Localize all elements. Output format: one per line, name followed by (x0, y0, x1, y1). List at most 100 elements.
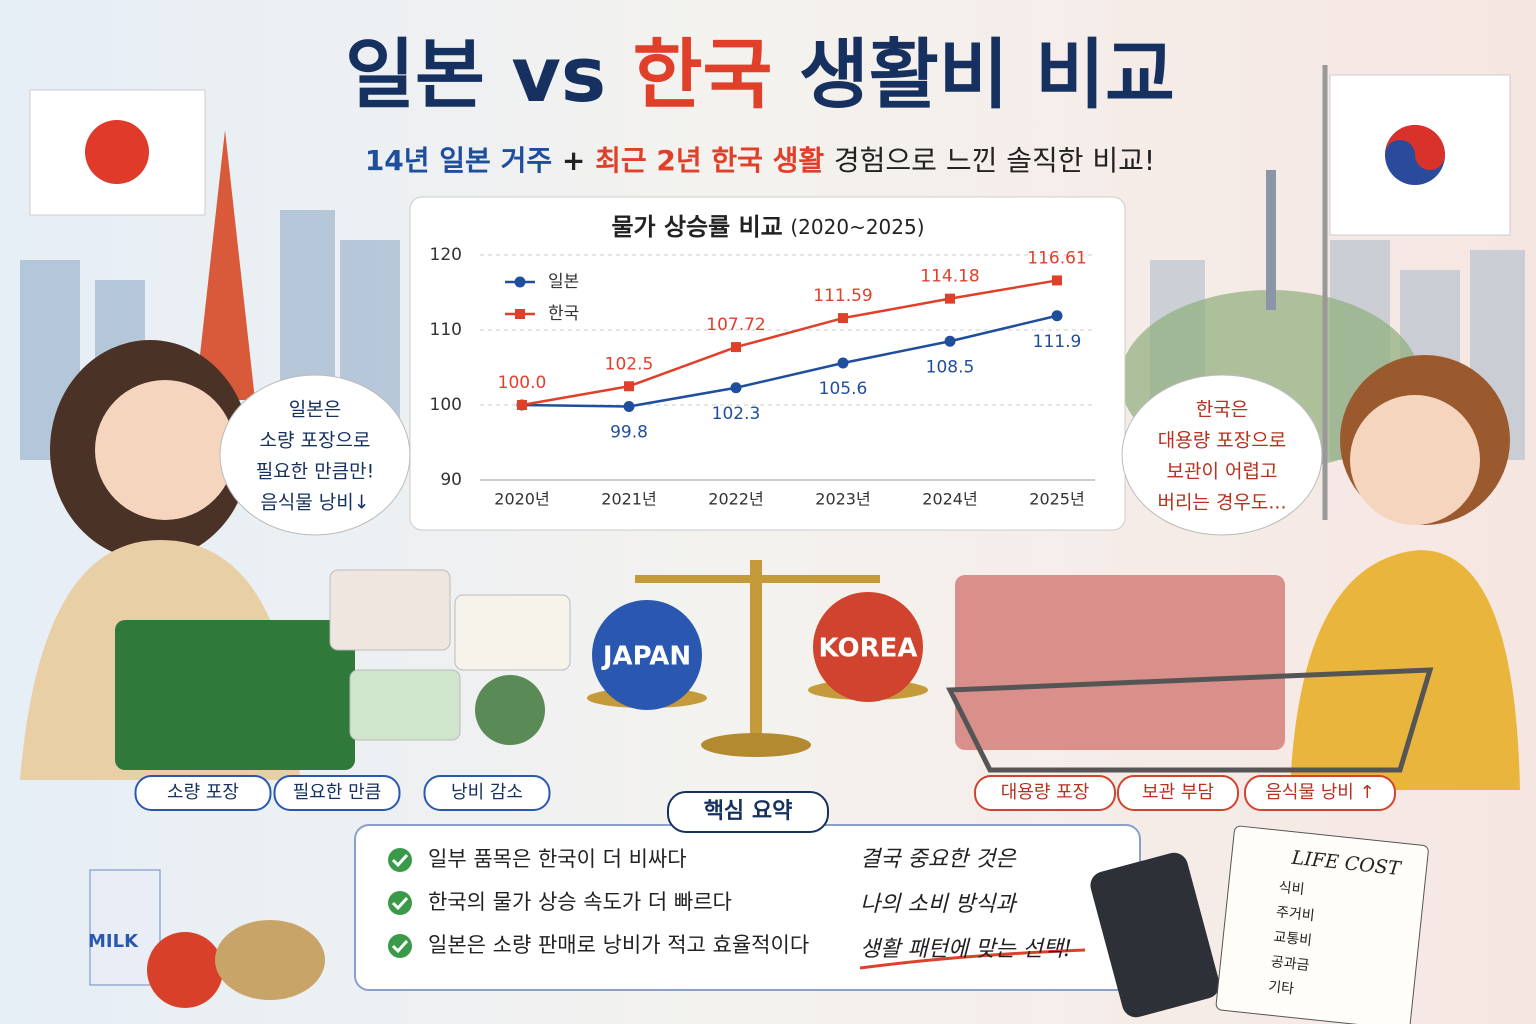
check-mark (391, 853, 409, 868)
tofu-pack (454, 594, 571, 671)
milk-label: MILK (88, 931, 139, 952)
scale-korea: KOREA (819, 634, 918, 664)
check-mark (391, 896, 409, 911)
large-meat-pack (955, 575, 1285, 750)
chart-heading: 물가 상승률 비교 (2020~2025) (611, 213, 924, 241)
value-label: 107.72 (706, 315, 765, 335)
value-label: 111.9 (1033, 332, 1082, 352)
legend-marker (514, 276, 526, 288)
title-rest: 생활비 비교 (799, 30, 1175, 119)
point (944, 335, 956, 347)
left-bubble (219, 374, 411, 536)
y-tick-label: 90 (440, 470, 462, 490)
left-tag-label: 필요한 만큼 (293, 782, 382, 803)
basket (115, 620, 355, 770)
right-tag-label: 음식물 낭비 ↑ (1265, 782, 1374, 803)
right-bubble-line: 한국은 (1196, 399, 1248, 421)
right-bubble-line: 버리는 경우도... (1157, 492, 1286, 514)
value-label: 108.5 (926, 357, 975, 377)
tokyo-tower (195, 130, 255, 400)
summary-item: 한국의 물가 상승 속도가 더 빠르다 (428, 890, 732, 914)
value-label: 100.0 (498, 373, 547, 393)
notepad-item: 교통비 (1273, 929, 1313, 949)
right-tag (974, 775, 1116, 811)
y-tick-label: 100 (430, 395, 462, 415)
chart-title: 물가 상승률 비교 (611, 213, 782, 241)
check-icon (388, 891, 412, 915)
japan-flag (29, 89, 206, 216)
summary-heading: 핵심 요약 (704, 799, 793, 824)
right-tag (1244, 775, 1396, 811)
point (837, 357, 849, 369)
x-tick-label: 2021년 (601, 490, 656, 509)
value-label: 105.6 (819, 379, 868, 399)
chart-subtitle: (2020~2025) (790, 215, 924, 239)
tags: 소량 포장 필요한 만큼 낭비 감소 대용량 포장 보관 부담 음식물 낭비 ↑ (134, 775, 1396, 811)
summary-heading-pill (667, 791, 829, 833)
value-label: 102.3 (712, 404, 761, 424)
right-bubble-line: 보관이 어렵고 (1167, 461, 1278, 483)
point (838, 313, 848, 324)
meat-pack (329, 569, 451, 651)
notepad-item: 식비 (1278, 880, 1305, 899)
summary-item: 일부 품목은 한국이 더 비싸다 (428, 847, 687, 871)
left-bubble-line: 일본은 (289, 399, 341, 421)
right-tag-label: 대용량 포장 (1001, 782, 1090, 803)
title-korea: 한국 (633, 30, 773, 119)
legend-label: 일본 (548, 272, 579, 292)
note-underline (859, 948, 1086, 970)
left-tag (134, 775, 272, 811)
subtitle-rest: 경험으로 느낀 솔직한 비교! (834, 144, 1155, 177)
right-tag (1117, 775, 1239, 811)
summary-note: 결국 중요한 것은 (860, 847, 1017, 872)
tomato (147, 932, 223, 1008)
series-line (521, 279, 1058, 407)
x-tick-label: 2025년 (1029, 490, 1084, 509)
left-tag (273, 775, 401, 811)
x-tick-label: 2024년 (922, 490, 977, 509)
left-bubble-line: 음식물 낭비↓ (260, 492, 369, 514)
point (624, 381, 634, 392)
left-tag-label: 낭비 감소 (451, 782, 523, 803)
legend-label: 한국 (548, 304, 579, 324)
subtitle-korea: 최근 2년 한국 생활 (595, 144, 824, 177)
left-tag (423, 775, 551, 811)
calculator (1090, 852, 1220, 1018)
right-bubble-line: 대용량 포장으로 (1158, 430, 1286, 452)
potato (215, 920, 325, 1000)
left-tag-label: 소량 포장 (167, 782, 239, 803)
x-tick-label: 2023년 (815, 490, 870, 509)
namsan-tower (1266, 170, 1276, 310)
value-label: 116.61 (1027, 248, 1086, 268)
balance-scale (587, 560, 928, 757)
title-japan: 일본 (345, 30, 485, 119)
point (945, 293, 955, 304)
value-label: 114.18 (920, 267, 979, 287)
value-label: 99.8 (610, 423, 648, 443)
cart (946, 667, 1434, 773)
left-bubble-line: 소량 포장으로 (260, 430, 371, 452)
subtitle-japan: 14년 일본 거주 (365, 144, 552, 177)
point (731, 342, 741, 353)
check-mark (391, 939, 409, 954)
y-tick-label: 120 (430, 245, 462, 265)
notepad-item: 주거비 (1275, 904, 1315, 924)
left-bubble-line: 필요한 만큼만! (256, 461, 375, 483)
cabbage (475, 675, 545, 745)
value-label: 102.5 (605, 354, 654, 374)
legend-marker (515, 309, 525, 319)
series-line (521, 314, 1058, 408)
notepad (1215, 825, 1429, 1024)
point (730, 382, 742, 394)
y-tick-label: 110 (430, 320, 462, 340)
x-tick-label: 2020년 (494, 490, 549, 509)
summary-note: 나의 소비 방식과 (860, 892, 1017, 917)
check-icon (388, 848, 412, 872)
scale-japan: JAPAN (601, 642, 691, 672)
title-vs: vs (511, 30, 606, 119)
x-tick-label: 2022년 (708, 490, 763, 509)
korea-flag (1322, 65, 1511, 520)
right-tag-label: 보관 부담 (1142, 782, 1214, 803)
veg-pack (349, 669, 461, 741)
